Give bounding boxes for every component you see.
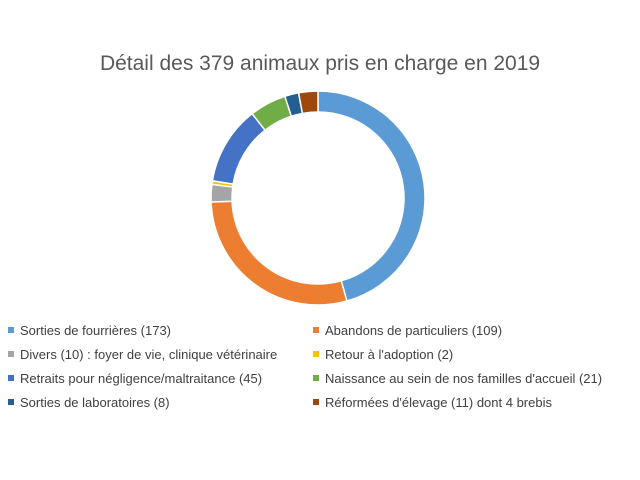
donut-slice-4 xyxy=(211,112,267,186)
legend-label: Retraits pour négligence/maltraitance (4… xyxy=(20,370,263,386)
legend-swatch xyxy=(313,351,319,357)
donut-slice-1 xyxy=(210,200,348,306)
chart-title: Détail des 379 animaux pris en charge en… xyxy=(99,52,541,75)
legend-item-6: Sorties de laboratoires (8) xyxy=(8,394,313,410)
legend-swatch xyxy=(313,399,319,405)
legend-swatch xyxy=(313,375,319,381)
legend-swatch xyxy=(8,327,14,333)
legend-swatch xyxy=(313,327,319,333)
legend: Sorties de fourrières (173) Abandons de p… xyxy=(8,322,632,410)
legend-item-4: Retraits pour négligence/maltraitance (4… xyxy=(8,370,313,386)
legend-label: Naissance au sein de nos familles d'accu… xyxy=(325,370,603,386)
legend-label: Retour à l'adoption (2) xyxy=(325,346,454,362)
donut-slice-7 xyxy=(297,90,319,115)
donut-slice-0 xyxy=(317,90,426,302)
legend-label: Divers (10) : foyer de vie, clinique vét… xyxy=(20,346,278,362)
legend-swatch xyxy=(8,399,14,405)
legend-label: Sorties de fourrières (173) xyxy=(20,322,172,338)
legend-label: Abandons de particuliers (109) xyxy=(325,322,503,338)
legend-swatch xyxy=(8,375,14,381)
legend-item-0: Sorties de fourrières (173) xyxy=(8,322,313,338)
legend-label: Sorties de laboratoires (8) xyxy=(20,394,170,410)
legend-label: Réformées d'élevage (11) dont 4 brebis xyxy=(325,394,552,410)
legend-item-3: Retour à l'adoption (2) xyxy=(313,346,632,362)
legend-item-5: Naissance au sein de nos familles d'accu… xyxy=(313,370,632,386)
legend-item-7: Réformées d'élevage (11) dont 4 brebis xyxy=(313,394,632,410)
legend-item-1: Abandons de particuliers (109) xyxy=(313,322,632,338)
legend-swatch xyxy=(8,351,14,357)
legend-item-2: Divers (10) : foyer de vie, clinique vét… xyxy=(8,346,313,362)
